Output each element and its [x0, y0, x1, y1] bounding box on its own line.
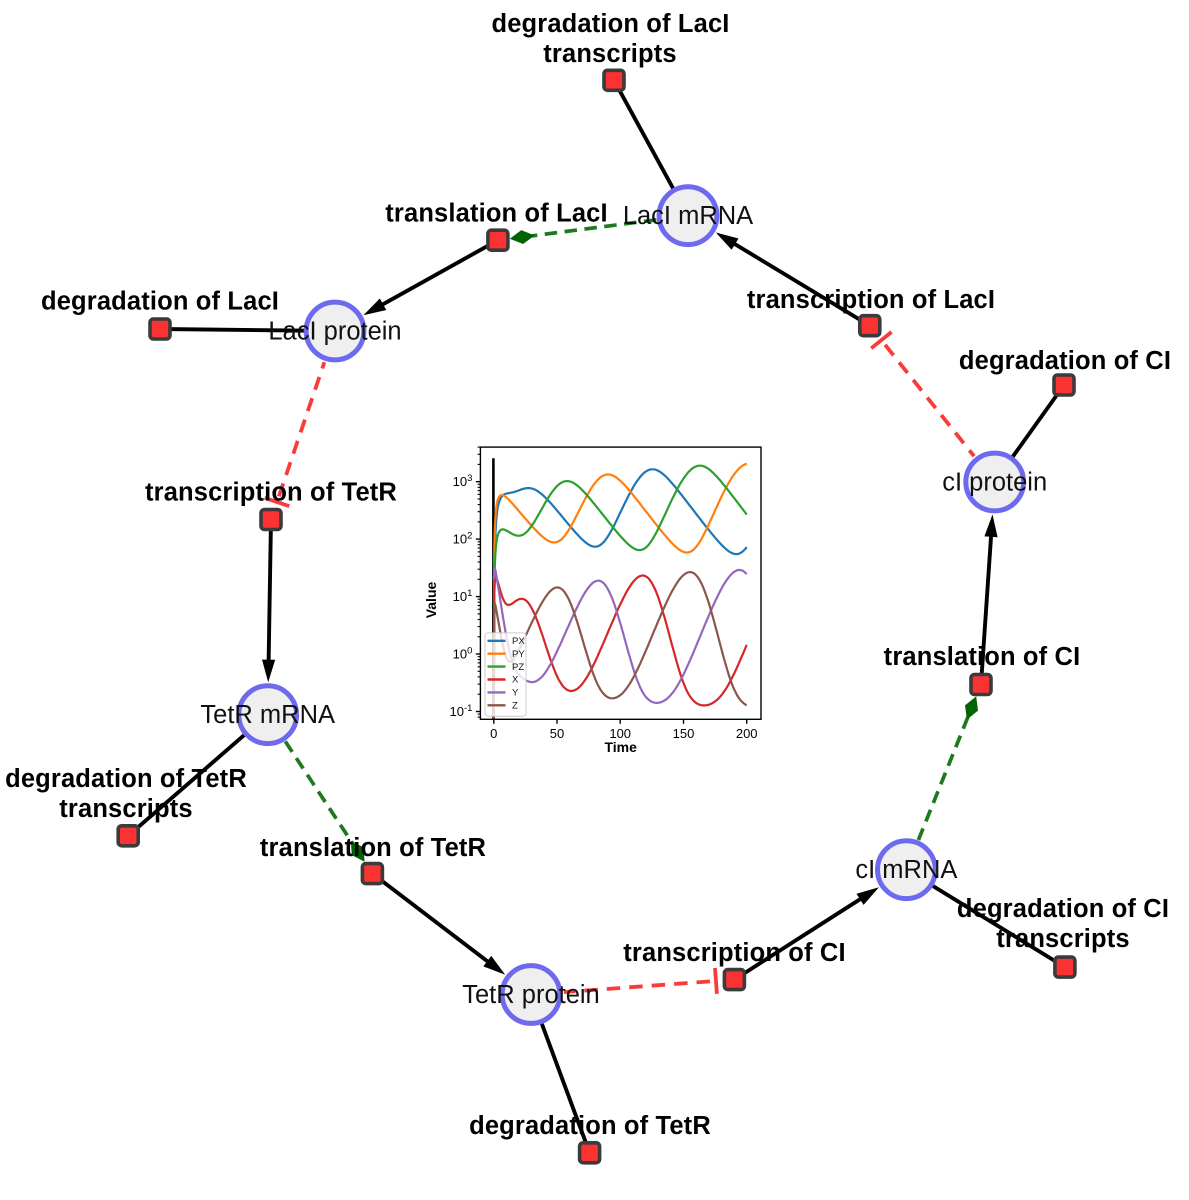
svg-text:translation of LacI: translation of LacI	[385, 200, 607, 228]
svg-text:PZ: PZ	[512, 662, 524, 673]
svg-text:TetR mRNA: TetR mRNA	[200, 701, 335, 729]
svg-text:103: 103	[453, 473, 473, 489]
svg-text:PX: PX	[512, 636, 525, 647]
svg-text:150: 150	[673, 726, 695, 741]
svg-text:degradation of TetR: degradation of TetR	[469, 1112, 711, 1140]
svg-text:100: 100	[453, 646, 473, 662]
svg-text:transcripts: transcripts	[59, 795, 192, 823]
svg-text:200: 200	[736, 726, 758, 741]
svg-text:PY: PY	[512, 649, 525, 660]
svg-text:transcripts: transcripts	[543, 40, 676, 68]
svg-text:LacI protein: LacI protein	[268, 318, 401, 346]
svg-text:Time: Time	[604, 739, 637, 755]
svg-text:50: 50	[550, 726, 564, 741]
svg-text:101: 101	[453, 588, 473, 604]
svg-text:transcripts: transcripts	[996, 925, 1129, 953]
svg-text:transcription of TetR: transcription of TetR	[145, 479, 397, 507]
svg-text:Y: Y	[512, 688, 519, 699]
svg-text:transcription of LacI: transcription of LacI	[747, 286, 995, 314]
svg-text:Z: Z	[512, 701, 518, 712]
svg-text:translation of CI: translation of CI	[884, 643, 1081, 671]
svg-text:transcription of CI: transcription of CI	[623, 939, 845, 967]
svg-text:cI protein: cI protein	[942, 469, 1047, 497]
svg-text:translation of TetR: translation of TetR	[260, 834, 486, 862]
svg-text:degradation of LacI: degradation of LacI	[491, 10, 729, 38]
svg-text:degradation of CI: degradation of CI	[957, 895, 1169, 923]
svg-text:degradation of LacI: degradation of LacI	[41, 288, 279, 316]
svg-text:TetR protein: TetR protein	[462, 981, 600, 1009]
svg-text:0: 0	[490, 726, 497, 741]
svg-text:10-1: 10-1	[449, 703, 472, 719]
svg-text:degradation of CI: degradation of CI	[959, 347, 1171, 375]
svg-text:100: 100	[609, 726, 631, 741]
svg-text:LacI mRNA: LacI mRNA	[623, 202, 753, 230]
svg-text:degradation of TetR: degradation of TetR	[5, 765, 247, 793]
svg-text:cI mRNA: cI mRNA	[855, 856, 957, 884]
svg-text:Value: Value	[423, 582, 439, 619]
svg-text:102: 102	[453, 531, 473, 547]
svg-text:X: X	[512, 675, 519, 686]
